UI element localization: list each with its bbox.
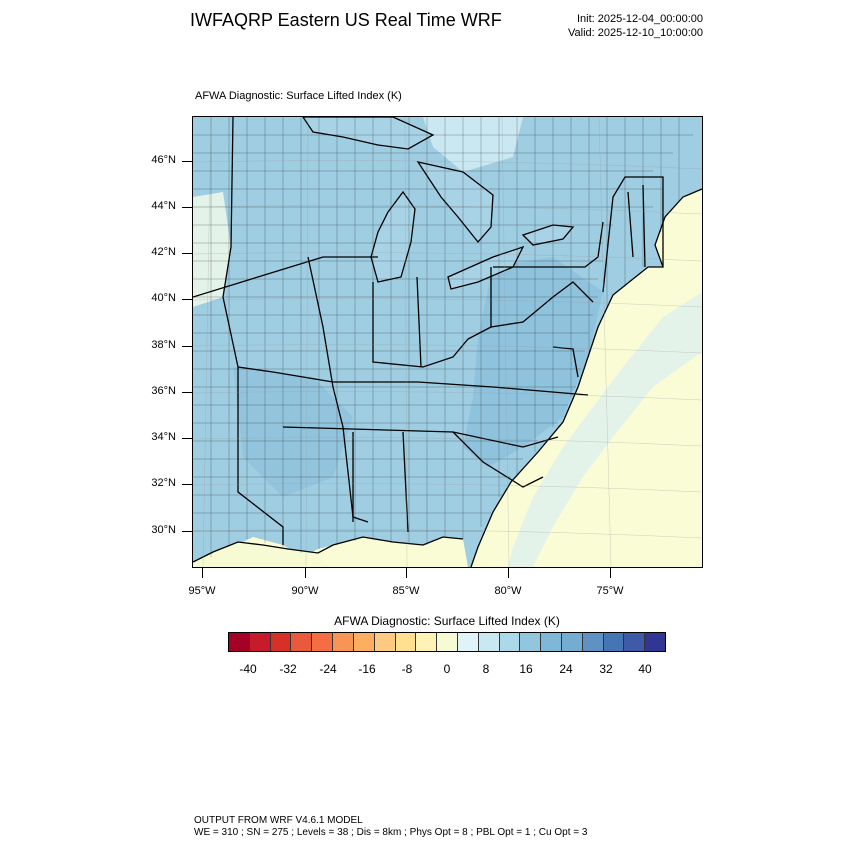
map-panel	[192, 116, 703, 568]
lon-tick	[610, 568, 611, 578]
lat-label: 36°N	[151, 385, 176, 397]
colorbar-swatch	[374, 633, 396, 651]
lat-label: 42°N	[151, 246, 176, 258]
colorbar-swatch	[541, 633, 562, 651]
colorbar-swatch	[624, 633, 646, 651]
lon-label: 75°W	[596, 585, 624, 597]
gulf-of-mexico	[193, 542, 328, 567]
colorbar	[228, 632, 666, 652]
weak-region-north	[423, 117, 523, 172]
lon-tick	[406, 568, 407, 578]
lake-ontario	[521, 224, 575, 246]
colorbar-swatch	[645, 633, 666, 651]
colorbar-label: 0	[443, 662, 451, 676]
lat-label: 44°N	[151, 200, 176, 212]
colorbar-swatch	[312, 633, 334, 651]
lat-label: 40°N	[151, 292, 176, 304]
lake-michigan	[370, 190, 416, 283]
lon-tick	[305, 568, 306, 578]
map-svg	[193, 117, 702, 567]
colorbar-label: 24	[559, 662, 573, 676]
colorbar-swatch	[520, 633, 542, 651]
lat-tick	[182, 531, 192, 532]
lat-tick	[182, 161, 192, 162]
stable-region-east	[463, 257, 603, 467]
lat-tick	[182, 253, 192, 254]
colorbar-label: -8	[401, 662, 413, 676]
model-info: OUTPUT FROM WRF V4.6.1 MODEL	[194, 815, 363, 826]
lon-label: 90°W	[291, 585, 319, 597]
colorbar-label: -16	[358, 662, 376, 676]
colorbar-swatch	[437, 633, 458, 651]
colorbar-label: -32	[279, 662, 297, 676]
colorbar-label: 40	[638, 662, 652, 676]
colorbar-label: -40	[239, 662, 257, 676]
lat-label: 46°N	[151, 154, 176, 166]
state-boundaries	[193, 117, 664, 545]
colorbar-swatch	[416, 633, 438, 651]
colorbar-swatch	[562, 633, 583, 651]
county-boundaries	[193, 117, 693, 557]
lon-tick	[202, 568, 203, 578]
colorbar-swatch	[229, 633, 250, 651]
lat-label: 32°N	[151, 477, 176, 489]
colorbar-label: 16	[519, 662, 533, 676]
colorbar-swatch	[270, 633, 292, 651]
colorbar-swatch	[395, 633, 417, 651]
model-config: WE = 310 ; SN = 275 ; Levels = 38 ; Dis …	[194, 827, 588, 838]
graticule	[193, 117, 702, 567]
lon-label: 85°W	[392, 585, 420, 597]
lat-tick	[182, 207, 192, 208]
colorbar-swatch	[353, 633, 375, 651]
lat-tick	[182, 299, 192, 300]
lon-label: 95°W	[188, 585, 216, 597]
lat-tick	[182, 392, 192, 393]
colorbar-swatch	[582, 633, 604, 651]
colorbar-swatch	[499, 633, 521, 651]
colorbar-swatch	[457, 633, 479, 651]
lat-label: 30°N	[151, 524, 176, 536]
colorbar-label: 32	[599, 662, 613, 676]
lon-tick	[508, 568, 509, 578]
lat-label: 38°N	[151, 339, 176, 351]
valid-time: Valid: 2025-12-10_10:00:00	[568, 27, 703, 39]
colorbar-label: -24	[319, 662, 337, 676]
lat-tick	[182, 346, 192, 347]
plot-title: IWFAQRP Eastern US Real Time WRF	[190, 10, 502, 30]
init-time: Init: 2025-12-04_00:00:00	[577, 13, 703, 25]
stable-region-south	[233, 367, 353, 497]
colorbar-swatch	[249, 633, 271, 651]
lat-label: 34°N	[151, 431, 176, 443]
colorbar-swatch	[603, 633, 625, 651]
field-title: AFWA Diagnostic: Surface Lifted Index (K…	[195, 90, 402, 102]
colorbar-swatch	[291, 633, 313, 651]
nearshore-band	[508, 292, 702, 567]
colorbar-label: 8	[482, 662, 490, 676]
atlantic-coastline	[470, 188, 702, 567]
lake-superior	[302, 117, 435, 150]
gulf-coastline	[193, 536, 464, 563]
lon-label: 80°W	[494, 585, 522, 597]
colorbar-swatch	[333, 633, 354, 651]
lat-tick	[182, 438, 192, 439]
colorbar-title: AFWA Diagnostic: Surface Lifted Index (K…	[334, 614, 560, 628]
weak-region-west	[193, 192, 231, 307]
lake-huron	[416, 161, 494, 244]
lat-tick	[182, 484, 192, 485]
colorbar-swatch	[478, 633, 500, 651]
